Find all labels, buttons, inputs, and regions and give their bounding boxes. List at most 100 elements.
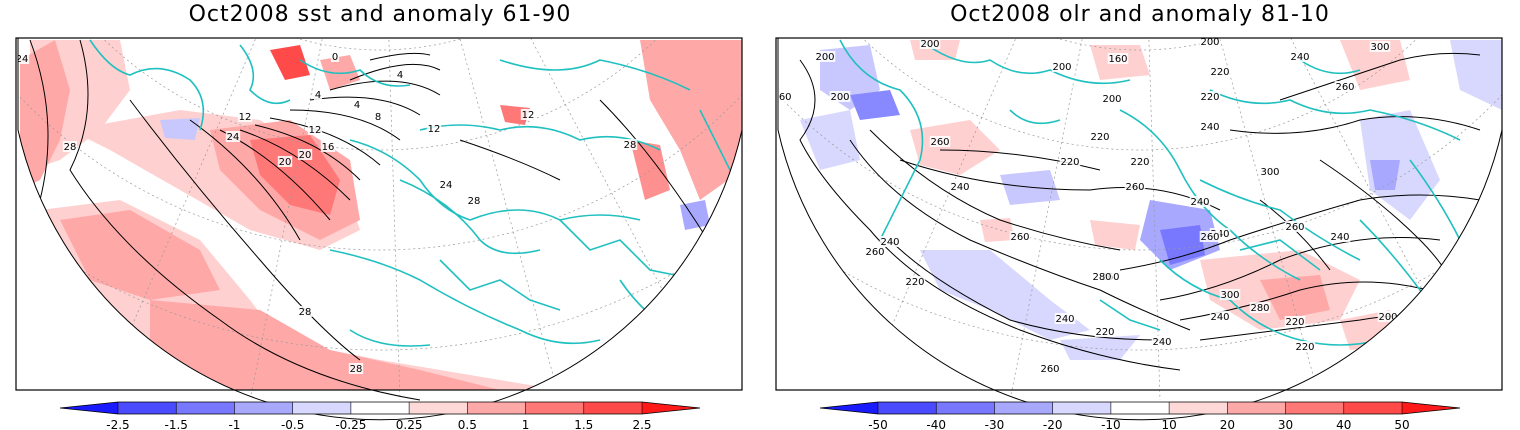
olr-anomaly-patch [920,250,1090,340]
olr-colorbar-segment [1227,402,1287,414]
sst-colorbar-segment [642,402,700,414]
olr-contour-label-bg [1284,221,1306,232]
olr-contour-label-bg [1219,289,1241,300]
olr-colorbar-label: -40 [926,418,946,430]
olr-contour-label-bg [1107,53,1129,64]
olr-contour-label-bg [904,276,926,287]
sst-title: Oct2008 sst and anomaly 61-90 [188,2,572,27]
sst-contour-label-bg [348,363,364,374]
sst-contour-label: 24 [227,132,240,143]
olr-contour-label-bg [1124,181,1146,192]
sst-contour-label: 28 [468,196,481,207]
sst-contour-label: 4 [315,90,321,101]
olr-contour-label: 300 [1220,290,1239,301]
olr-colorbar-label: -30 [985,418,1005,430]
sst-contour-label: 24 [16,54,29,65]
sst-contour-label: 4 [397,70,403,81]
sst-colorbar-segment [350,402,410,414]
olr-contour-label-bg [1151,336,1173,347]
olr-contour-label-bg [1054,313,1076,324]
sst-contour-label-bg [320,141,336,152]
olr-colorbar-label: 20 [1220,418,1235,430]
olr-contour-label: 220 [1200,92,1219,103]
olr-colorbar-segment [1169,402,1228,414]
olr-contour-label: 260 [930,137,949,148]
sst-panel: Oct2008 sst and anomaly 61-90 [15,2,743,430]
sst-contour-label-bg [352,99,362,110]
olr-contours [799,52,1481,371]
sst-contour-label: 16 [322,142,335,153]
olr-contour-label-bg [919,38,941,49]
sst-contour-label: 8 [375,112,381,123]
olr-contour-label: 200 [830,92,849,103]
olr-contour-label-bg [1199,231,1221,242]
olr-contour-label: 220 [905,277,924,288]
sst-colorbar-segment [525,402,585,414]
sst-anomaly-patch [270,45,310,80]
olr-colorbar-label: 30 [1278,418,1293,430]
olr-contour-label: 240 [1330,232,1349,243]
olr-anomaly-patch [1340,40,1410,90]
olr-colorbar-label: 50 [1394,418,1409,430]
olr-map-boundary [777,38,1503,421]
olr-contour-label: 260 [1285,222,1304,233]
sst-colorbar-segment [234,402,294,414]
olr-anomaly-patch [1360,110,1440,220]
sst-contour-label-bg [62,141,78,152]
sst-contour-label-bg [520,109,536,120]
olr-colorbar-segment [994,402,1054,414]
sst-contour-label-bg [225,131,241,142]
sst-anomaly-patch [680,200,710,230]
sst-contour-label-bg [297,306,313,317]
olr-contour-label: 280 [1092,272,1111,283]
sst-colorbar-segment [409,402,468,414]
sst-colorbar-label: 2.5 [632,418,651,430]
olr-contour-label-bg [1209,311,1231,322]
olr-contour-label: 300 [1370,42,1389,53]
sst-contour-label-bg [330,51,340,62]
olr-contour-label-bg [929,136,951,147]
sst-contour-label: 0 [332,52,338,63]
olr-anomaly-patch [800,110,860,170]
olr-contour-label-bg [1377,311,1399,322]
sst-anomaly-patch [320,55,360,90]
olr-contour-label: 260 [1335,82,1354,93]
olr-anomaly-patch [1260,275,1330,320]
sst-contour-label: 28 [350,364,363,375]
sst-colorbar-label: -0.25 [335,418,366,430]
sst-contour-label-bg [277,156,293,167]
olr-contour-label-bg [1329,231,1351,242]
sst-contour-label-bg [395,69,405,80]
olr-contour-label: 220 [1095,327,1114,338]
olr-anomaly-patch [1370,160,1400,190]
olr-anomaly-patch [910,120,1000,175]
olr-contour-label: 260 [1125,182,1144,193]
olr-colorbar-segment [820,402,878,414]
olr-contour-label: 200 [1200,37,1219,48]
olr-colorbar-label: -20 [1043,418,1063,430]
olr-contour-label: 200 [1052,62,1071,73]
olr-contour-label-bg [1039,363,1061,374]
olr-contour-label-bg [1249,302,1271,313]
sst-contour-label-bg [313,89,323,100]
olr-contour-label-bg [1334,81,1356,92]
sst-colorbar-label: 0.5 [458,418,477,430]
olr-anomaly-patch [980,218,1015,242]
sst-contour-label: 24 [440,180,453,191]
olr-contour-label: 200 [815,52,834,63]
olr-contour-label: 200 [920,39,939,50]
sst-contour-label-bg [426,123,442,134]
sst-contour-label-bg [307,124,323,135]
olr-contour-label-bg [949,181,971,192]
olr-map-area: 260 2002002002001602002002402602203002202… [778,37,1502,401]
olr-anomaly-patch [1090,220,1140,250]
sst-contour-label: 12 [522,110,535,121]
sst-colorbar-label: 1 [522,418,530,430]
olr-contour-label: 200 [1378,312,1397,323]
olr-contour-label-bg [1199,91,1221,102]
sst-colorbar-label: -2.5 [106,418,129,430]
sst-colorbar-segment [60,402,118,414]
olr-contour-label-bg [1284,316,1306,327]
